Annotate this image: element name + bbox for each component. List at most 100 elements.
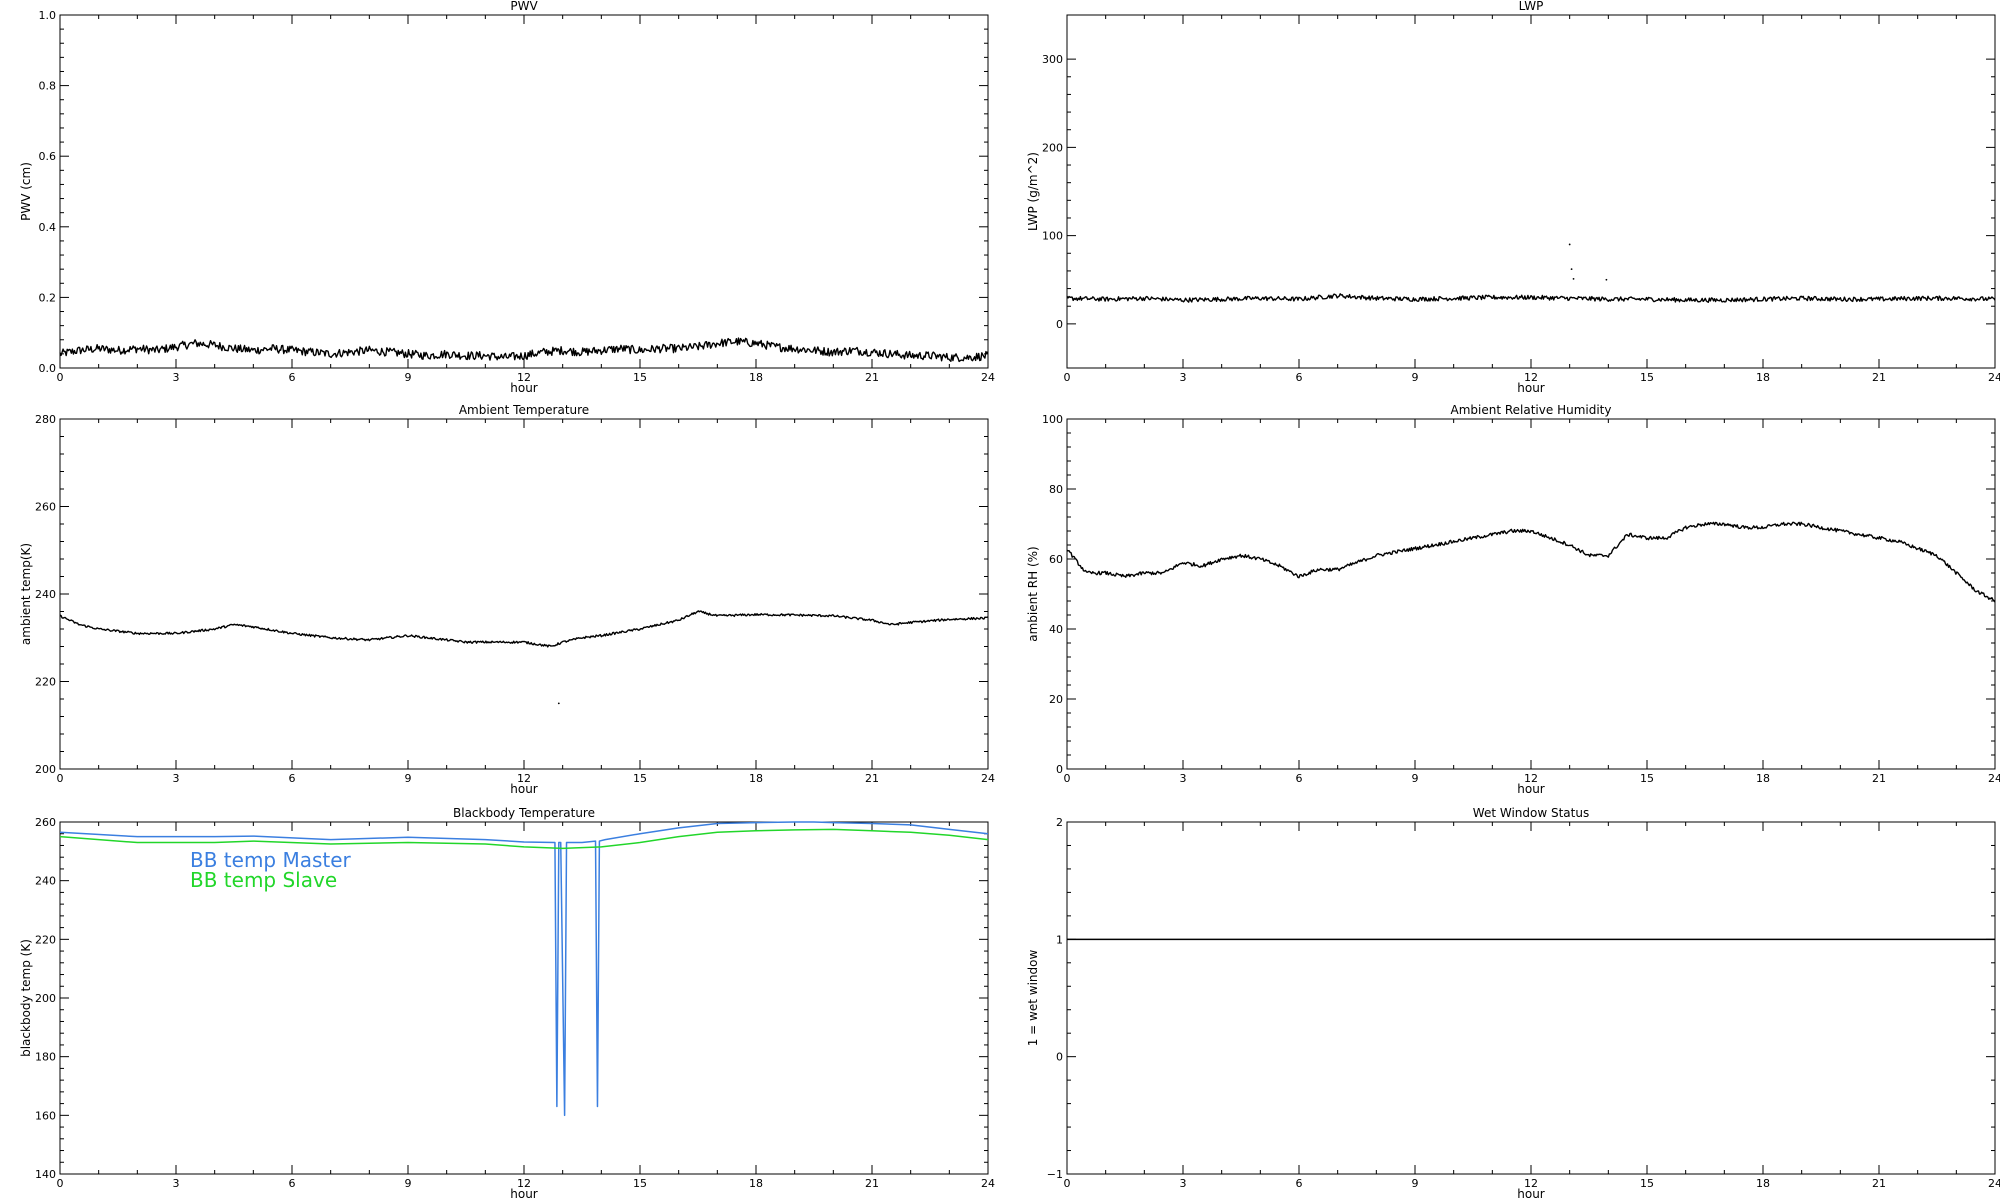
y-tick-label: 180 — [35, 1051, 56, 1064]
y-tick-label: 0.8 — [39, 80, 57, 93]
x-tick-label: 0 — [57, 1177, 64, 1190]
y-axis-title: ambient RH (%) — [1026, 546, 1040, 641]
x-tick-label: 15 — [633, 1177, 647, 1190]
x-tick-label: 3 — [1180, 1177, 1187, 1190]
x-tick-label: 18 — [1756, 772, 1770, 785]
legend-entry: BB temp Slave — [190, 868, 337, 892]
x-tick-label: 9 — [1412, 772, 1419, 785]
x-tick-label: 21 — [1872, 772, 1886, 785]
x-tick-label: 15 — [633, 371, 647, 384]
y-tick-label: 0 — [1056, 763, 1063, 776]
x-tick-label: 12 — [1524, 371, 1538, 384]
x-axis-title: hour — [1517, 782, 1545, 796]
x-axis-title: hour — [510, 381, 538, 395]
outlier-point — [1605, 278, 1608, 281]
y-tick-label: 260 — [35, 501, 56, 514]
y-tick-label: 300 — [1042, 53, 1063, 66]
x-tick-label: 3 — [173, 1177, 180, 1190]
x-tick-label: 15 — [1640, 772, 1654, 785]
x-tick-label: 0 — [1064, 772, 1071, 785]
series-line-0 — [1066, 521, 1996, 603]
x-tick-label: 15 — [633, 772, 647, 785]
series-line-1 — [59, 828, 989, 850]
y-tick-label: 0 — [1056, 318, 1063, 331]
x-tick-label: 9 — [1412, 1177, 1419, 1190]
x-tick-label: 24 — [981, 1177, 995, 1190]
y-tick-label: 140 — [35, 1168, 56, 1181]
y-tick-label: 240 — [35, 588, 56, 601]
x-axis-title: hour — [1517, 1187, 1545, 1200]
y-axis-title: blackbody temp (K) — [19, 939, 33, 1057]
legend-entry: BB temp Master — [190, 848, 352, 872]
x-tick-label: 24 — [1988, 772, 2000, 785]
x-tick-label: 9 — [405, 772, 412, 785]
x-tick-label: 18 — [1756, 371, 1770, 384]
y-axis-title: LWP (g/m^2) — [1026, 152, 1040, 231]
x-tick-label: 18 — [1756, 1177, 1770, 1190]
panel-pwv: PWV 0 3 6 9 12 15 18 21 24 hour 0.0 0.2 0.4 0.6 0.8 1.0 P… — [19, 0, 995, 395]
x-tick-label: 6 — [289, 1177, 296, 1190]
y-tick-label: 40 — [1049, 623, 1063, 636]
y-tick-label: 260 — [35, 816, 56, 829]
x-tick-label: 24 — [1988, 371, 2000, 384]
y-tick-label: 100 — [1042, 413, 1063, 426]
x-tick-label: 24 — [981, 371, 995, 384]
x-tick-label: 6 — [1296, 772, 1303, 785]
y-tick-label: 0.0 — [39, 362, 57, 375]
x-tick-label: 0 — [57, 772, 64, 785]
series-line-0 — [59, 337, 989, 363]
y-tick-label: 220 — [35, 676, 56, 689]
x-axis-title: hour — [510, 782, 538, 796]
panel-title: PWV — [510, 0, 538, 13]
x-tick-label: 6 — [1296, 1177, 1303, 1190]
y-tick-label: 160 — [35, 1109, 56, 1122]
x-tick-label: 0 — [1064, 371, 1071, 384]
panel-blackbody-temp: Blackbody Temperature 0 3 6 9 12 15 18 21 24 hour 1… — [19, 806, 995, 1200]
x-tick-label: 12 — [517, 371, 531, 384]
x-tick-label: 24 — [1988, 1177, 2000, 1190]
panel-title: LWP — [1519, 0, 1544, 13]
x-tick-label: 3 — [1180, 371, 1187, 384]
y-tick-label: 200 — [1042, 141, 1063, 154]
y-tick-label: 0.2 — [39, 291, 57, 304]
panel-title: Ambient Relative Humidity — [1451, 403, 1612, 417]
x-tick-label: 24 — [981, 772, 995, 785]
y-tick-label: 200 — [35, 763, 56, 776]
x-tick-label: 0 — [1064, 1177, 1071, 1190]
x-tick-label: 9 — [405, 371, 412, 384]
x-tick-label: 6 — [289, 371, 296, 384]
panel-lwp: LWP 0 3 6 9 12 15 18 21 24 hour 0 100 200 300 LWP (g/m^… — [1026, 0, 2000, 395]
y-tick-label: 0.6 — [39, 150, 57, 163]
series-line-0 — [1066, 293, 1996, 303]
x-tick-label: 12 — [1524, 1177, 1538, 1190]
panel-ambient-rh: Ambient Relative Humidity 0 3 6 9 12 15 18 21 24 h… — [1026, 403, 2000, 796]
x-tick-label: 21 — [865, 1177, 879, 1190]
panel-ambient-temp: Ambient Temperature 0 3 6 9 12 15 18 21 24 hour 200… — [19, 403, 995, 796]
x-tick-label: 9 — [1412, 371, 1419, 384]
series-line-0 — [59, 821, 989, 1117]
y-tick-label: 220 — [35, 933, 56, 946]
y-axis-title: PWV (cm) — [19, 162, 33, 221]
x-tick-label: 0 — [57, 371, 64, 384]
x-tick-label: 6 — [289, 772, 296, 785]
y-tick-label: 200 — [35, 992, 56, 1005]
x-tick-label: 21 — [865, 371, 879, 384]
x-tick-label: 18 — [749, 772, 763, 785]
x-tick-label: 18 — [749, 371, 763, 384]
outlier-point — [1572, 277, 1575, 280]
x-tick-label: 21 — [1872, 371, 1886, 384]
x-tick-label: 15 — [1640, 371, 1654, 384]
y-tick-label: −1 — [1047, 1168, 1063, 1181]
y-tick-label: 60 — [1049, 553, 1063, 566]
outlier-point — [1570, 268, 1573, 271]
x-tick-label: 3 — [1180, 772, 1187, 785]
y-tick-label: 1.0 — [39, 9, 57, 22]
x-tick-label: 9 — [405, 1177, 412, 1190]
y-tick-label: 80 — [1049, 483, 1063, 496]
x-tick-label: 21 — [1872, 1177, 1886, 1190]
y-tick-label: 20 — [1049, 693, 1063, 706]
y-tick-label: 2 — [1056, 816, 1063, 829]
